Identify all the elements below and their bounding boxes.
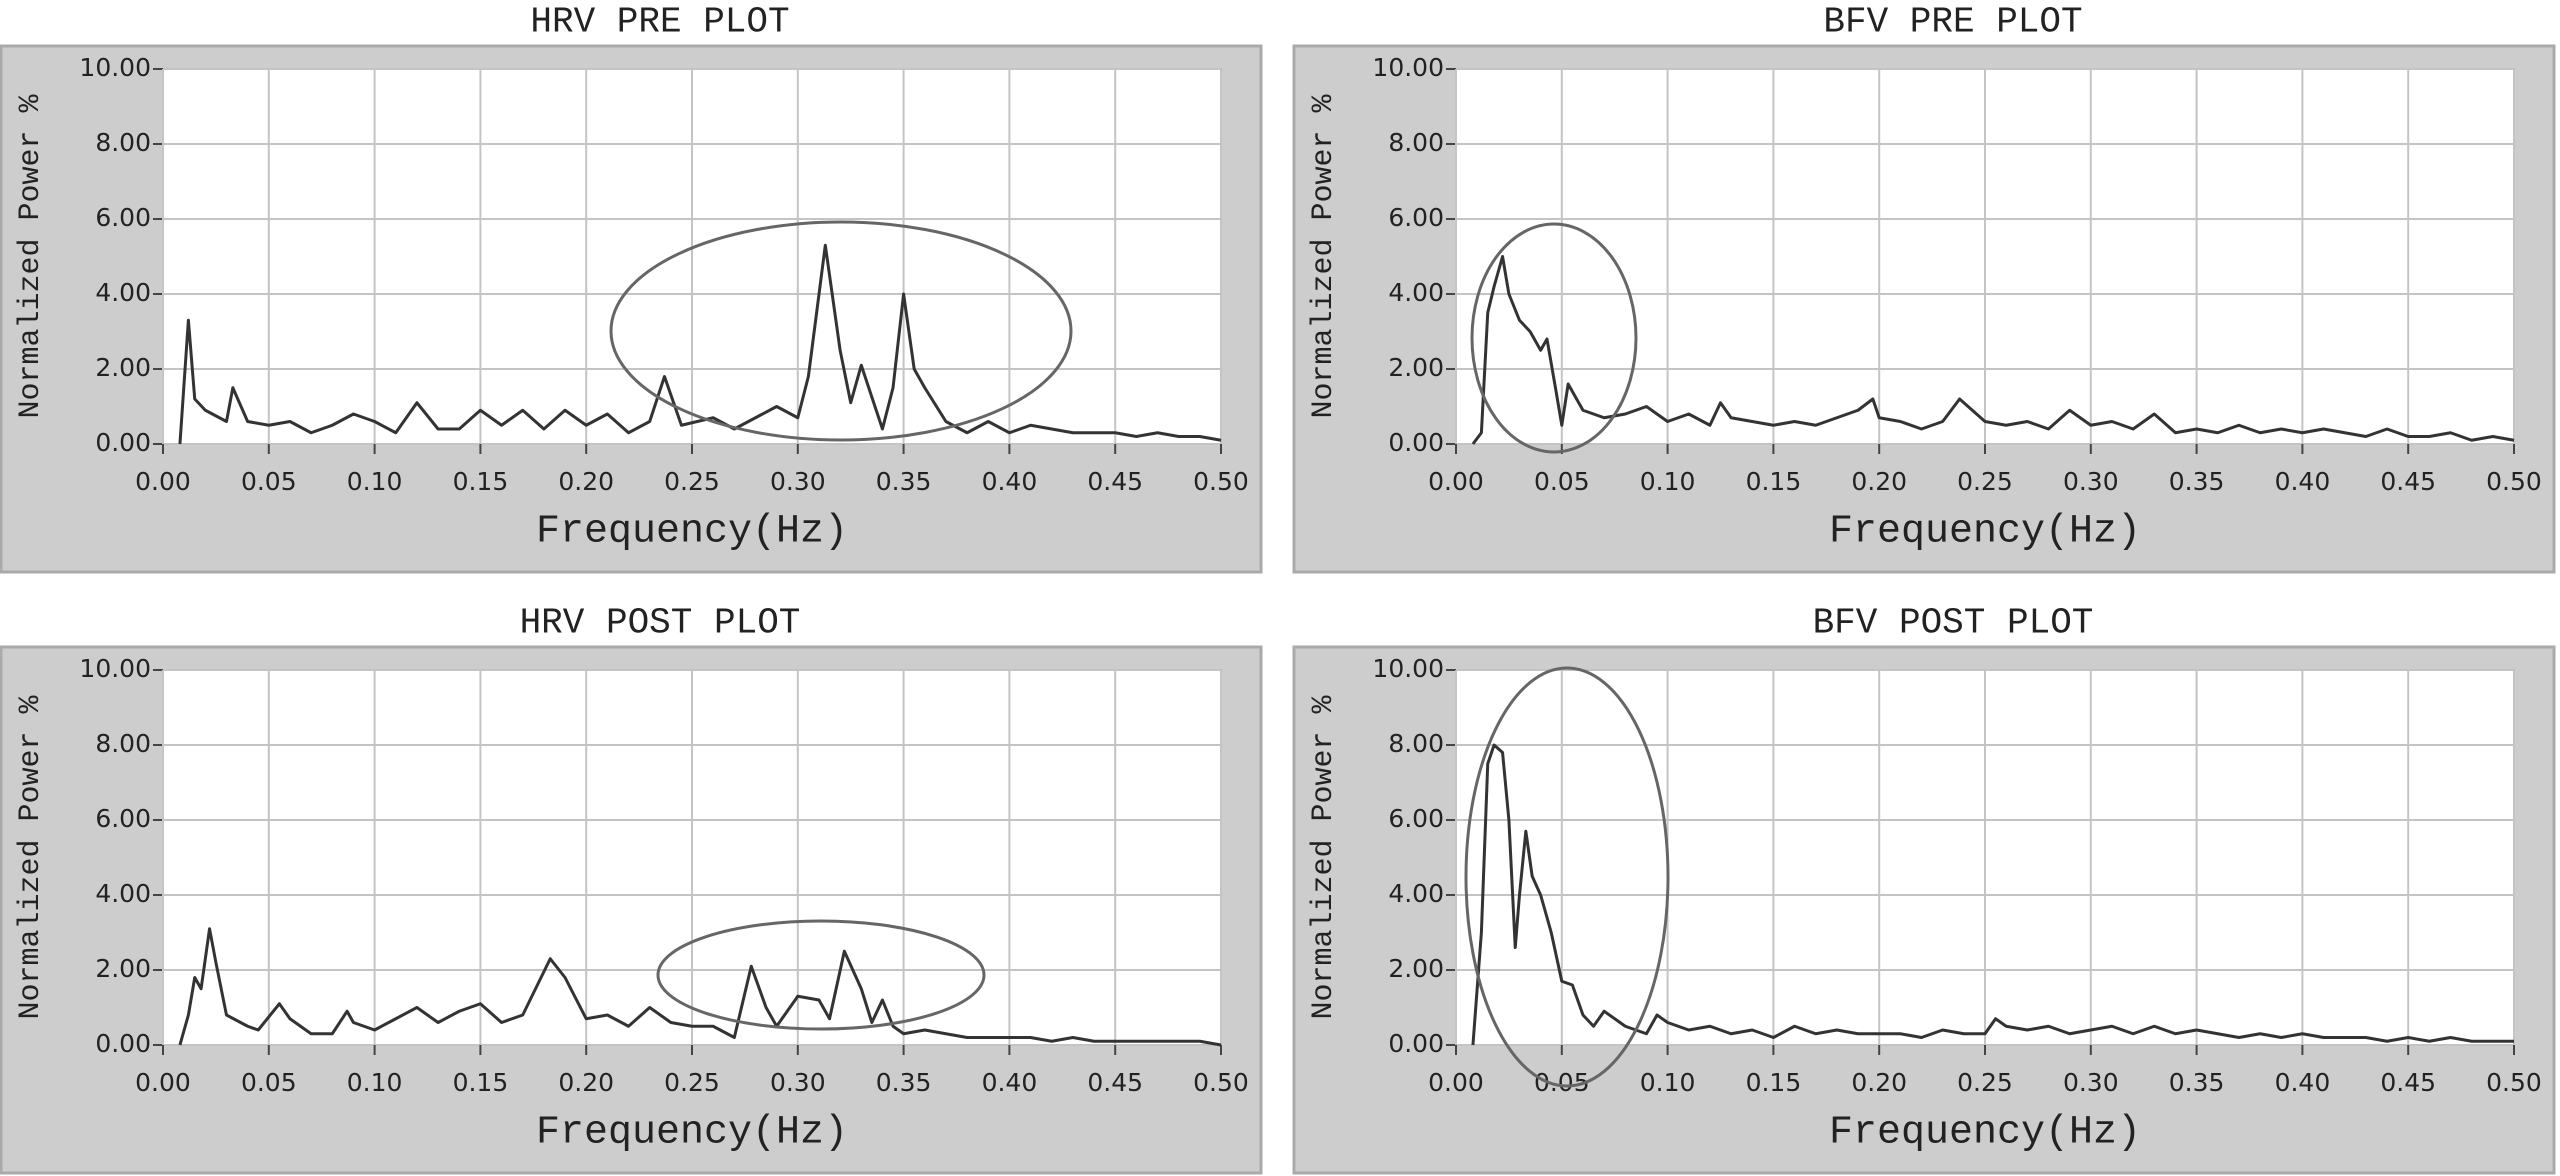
y-tick-label: 8.00: [95, 128, 151, 157]
x-tick-label: 0.30: [2063, 467, 2119, 496]
y-tick-label: 8.00: [95, 729, 151, 758]
y-tick-label: 8.00: [1388, 729, 1444, 758]
x-tick-label: 0.35: [2169, 467, 2225, 496]
y-tick-label: 2.00: [1388, 353, 1444, 382]
y-tick-label: 6.00: [1388, 804, 1444, 833]
x-tick-label: 0.05: [241, 1068, 297, 1097]
y-axis-label: Normalized Power %: [14, 93, 48, 418]
x-tick-label: 0.45: [1087, 1068, 1143, 1097]
x-tick-label: 0.10: [347, 467, 403, 496]
spectrum-line: [1471, 743, 2514, 1046]
y-tick-label: 4.00: [1388, 879, 1444, 908]
annotations: [609, 220, 1670, 1088]
y-tick-label: 4.00: [1388, 278, 1444, 307]
y-axis-label: Normalized Power %: [1307, 694, 1341, 1019]
x-tick-label: 0.25: [664, 467, 720, 496]
chart-title: HRV PRE PLOT: [530, 2, 789, 43]
y-axis-label: Normalized Power %: [14, 694, 48, 1019]
x-tick-label: 0.15: [1746, 1068, 1802, 1097]
x-tick-label: 0.50: [1193, 467, 1249, 496]
x-tick-label: 0.30: [2063, 1068, 2119, 1097]
x-tick-label: 0.40: [982, 467, 1038, 496]
x-tick-label: 0.35: [876, 1068, 932, 1097]
chart-title: BFV PRE PLOT: [1823, 2, 2082, 43]
x-tick-label: 0.10: [1640, 467, 1696, 496]
spectrum-line: [178, 927, 1222, 1047]
x-tick-label: 0.05: [241, 467, 297, 496]
x-tick-label: 0.20: [1851, 467, 1907, 496]
x-tick-label: 0.30: [770, 1068, 826, 1097]
x-tick-label: 0.25: [1957, 1068, 2013, 1097]
chart-title: HRV POST PLOT: [520, 603, 801, 644]
y-tick-label: 6.00: [95, 203, 151, 232]
y-axis-label: Normalized Power %: [1307, 93, 1341, 418]
x-tick-label: 0.50: [2486, 1068, 2542, 1097]
x-tick-label: 0.05: [1534, 467, 1590, 496]
y-tick-label: 2.00: [95, 954, 151, 983]
x-tick-label: 0.25: [664, 1068, 720, 1097]
x-axis-label: Frequency(Hz): [1829, 1111, 2141, 1156]
x-axis-label: Frequency(Hz): [536, 1111, 848, 1156]
x-tick-label: 0.50: [2486, 467, 2542, 496]
x-tick-label: 0.15: [453, 1068, 509, 1097]
x-tick-label: 0.15: [1746, 467, 1802, 496]
y-tick-label: 2.00: [95, 353, 151, 382]
x-tick-label: 0.25: [1957, 467, 2013, 496]
y-tick-label: 10.00: [1372, 53, 1444, 82]
x-tick-label: 0.40: [2275, 467, 2331, 496]
x-axis-label: Frequency(Hz): [1829, 510, 2141, 555]
y-tick-label: 0.00: [1388, 428, 1444, 457]
highlight-ellipse: [1470, 222, 1638, 454]
y-tick-label: 10.00: [79, 654, 151, 683]
highlight-ellipse: [609, 220, 1073, 442]
x-tick-label: 0.35: [876, 467, 932, 496]
x-tick-label: 0.30: [770, 467, 826, 496]
x-tick-label: 0.40: [982, 1068, 1038, 1097]
y-tick-label: 10.00: [1372, 654, 1444, 683]
y-tick-label: 0.00: [95, 428, 151, 457]
highlight-ellipse: [656, 919, 986, 1031]
y-tick-label: 6.00: [95, 804, 151, 833]
y-tick-label: 6.00: [1388, 203, 1444, 232]
x-tick-label: 0.45: [1087, 467, 1143, 496]
x-tick-label: 0.00: [1428, 1068, 1484, 1097]
x-tick-label: 0.00: [135, 467, 191, 496]
x-tick-label: 0.45: [2380, 467, 2436, 496]
y-tick-label: 10.00: [79, 53, 151, 82]
y-tick-label: 8.00: [1388, 128, 1444, 157]
x-tick-label: 0.35: [2169, 1068, 2225, 1097]
highlight-ellipse: [1464, 666, 1670, 1088]
spectrum-line: [178, 243, 1222, 445]
x-tick-label: 0.10: [347, 1068, 403, 1097]
y-tick-label: 2.00: [1388, 954, 1444, 983]
x-tick-label: 0.20: [558, 467, 614, 496]
x-tick-label: 0.05: [1534, 1068, 1590, 1097]
y-tick-label: 4.00: [95, 278, 151, 307]
x-tick-label: 0.50: [1193, 1068, 1249, 1097]
x-tick-label: 0.00: [1428, 467, 1484, 496]
x-tick-label: 0.20: [1851, 1068, 1907, 1097]
chart-title: BFV POST PLOT: [1813, 603, 2094, 644]
x-tick-label: 0.20: [558, 1068, 614, 1097]
x-tick-label: 0.15: [453, 467, 509, 496]
y-tick-label: 4.00: [95, 879, 151, 908]
spectrum-line: [1471, 255, 2515, 445]
x-tick-label: 0.40: [2275, 1068, 2331, 1097]
x-tick-label: 0.00: [135, 1068, 191, 1097]
x-axis-label: Frequency(Hz): [536, 510, 848, 555]
y-tick-label: 0.00: [1388, 1029, 1444, 1058]
x-tick-label: 0.10: [1640, 1068, 1696, 1097]
y-tick-label: 0.00: [95, 1029, 151, 1058]
x-tick-label: 0.45: [2380, 1068, 2436, 1097]
